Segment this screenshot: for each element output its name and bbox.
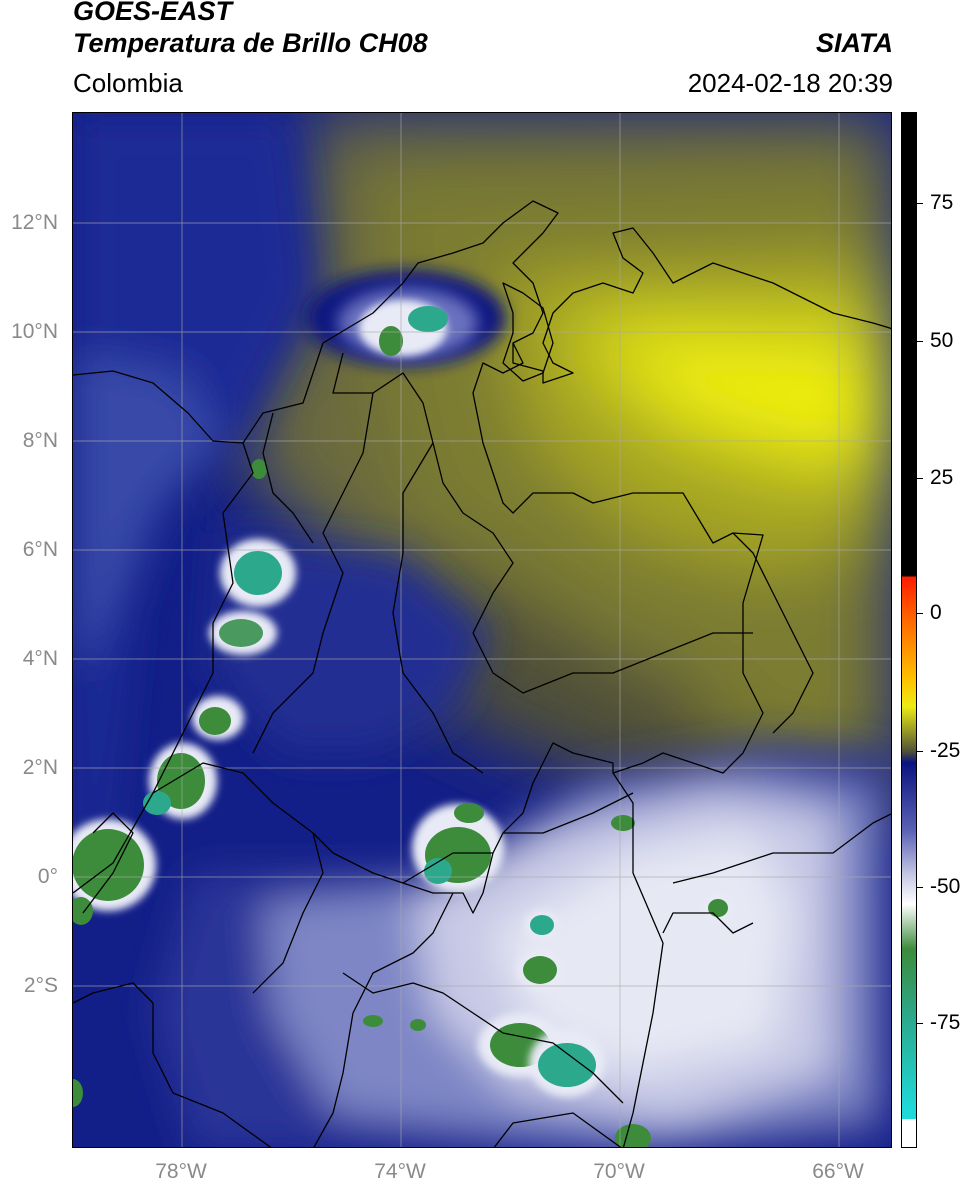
satellite-map [72, 112, 892, 1148]
country-borders [73, 200, 891, 1147]
lat-tick-label: 6°N [22, 538, 58, 561]
lat-tick-label: 4°N [22, 647, 58, 670]
lat-tick-label: 2°S [23, 974, 58, 997]
lon-tick-label: 66°W [812, 1160, 864, 1183]
lat-tick-label: 10°N [11, 320, 58, 343]
lat-tick-label: 12°N [11, 211, 58, 234]
colorbar-tick [917, 478, 923, 479]
colorbar-label: 0 [930, 601, 942, 624]
colorbar-label: -75 [930, 1011, 961, 1034]
lat-tick-label: 2°N [22, 756, 58, 779]
title-line-1: GOES-EAST [73, 0, 233, 26]
colorbar-label: 25 [930, 466, 954, 489]
colorbar-label: -50 [930, 875, 961, 898]
colorbar-tick [917, 203, 923, 204]
agency-label: SIATA [816, 28, 893, 58]
lon-tick-label: 74°W [374, 1160, 426, 1183]
timestamp-label: 2024-02-18 20:39 [687, 68, 893, 98]
colorbar-label: -25 [930, 739, 961, 762]
region-label: Colombia [73, 68, 183, 98]
colorbar-tick [917, 341, 923, 342]
colorbar-tick [917, 887, 923, 888]
title-line-2: Temperatura de Brillo CH08 [73, 28, 428, 58]
caribbean-cloud-cluster [306, 270, 506, 366]
lon-tick-label: 78°W [155, 1160, 207, 1183]
colorbar [901, 112, 917, 1148]
colorbar-tick [917, 613, 923, 614]
colorbar-label: 50 [930, 329, 954, 352]
colorbar-tick [917, 751, 923, 752]
lat-tick-label: 8°N [22, 429, 58, 452]
colorbar-label: 75 [930, 191, 954, 214]
lon-tick-label: 70°W [593, 1160, 645, 1183]
colorbar-tick [917, 1023, 923, 1024]
lat-tick-label: 0° [37, 865, 58, 888]
